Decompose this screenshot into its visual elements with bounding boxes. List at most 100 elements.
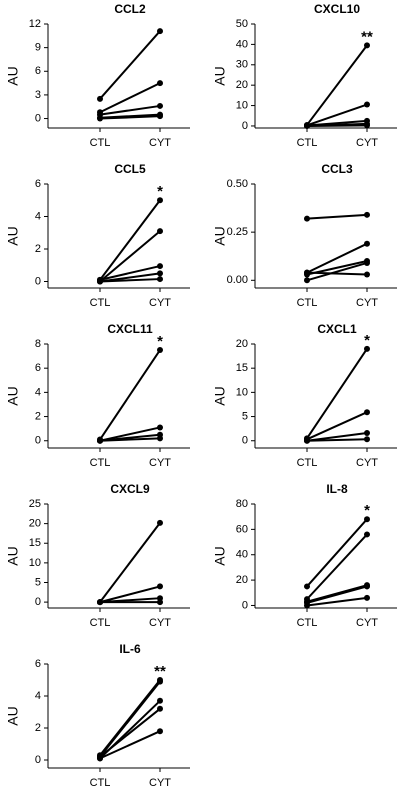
significance-annotation: *: [364, 502, 370, 519]
data-point: [304, 122, 310, 129]
data-point: [157, 678, 163, 685]
paired-line: [306, 411, 368, 441]
x-tick-label: CYT: [356, 297, 378, 309]
paired-line: [99, 104, 161, 116]
panel-title: IL-8: [326, 482, 348, 496]
x-tick-label: CYT: [149, 777, 171, 789]
y-tick-label: 20: [236, 79, 248, 91]
paired-line: [306, 584, 368, 603]
x-tick-label: CYT: [356, 457, 378, 469]
y-tick-label: 5: [35, 576, 41, 588]
y-tick-label: 2: [35, 410, 41, 422]
data-point: [304, 269, 310, 276]
y-tick-label: 80: [236, 498, 248, 510]
data-point: [157, 197, 163, 204]
data-point: [364, 516, 370, 523]
x-tick-label: CTL: [90, 617, 111, 629]
y-tick-label: 2: [35, 243, 41, 255]
data-point: [364, 42, 370, 49]
x-tick-label: CTL: [90, 777, 111, 789]
data-point: [97, 278, 103, 285]
panel-title: CCL3: [321, 162, 353, 176]
data-point: [364, 531, 370, 538]
data-point: [97, 599, 103, 606]
y-tick-label: 30: [236, 59, 248, 71]
x-tick-label: CYT: [149, 617, 171, 629]
data-point: [157, 435, 163, 442]
y-tick-label: 6: [35, 65, 41, 77]
y-tick-label: 0.25: [227, 226, 248, 238]
y-tick-label: 10: [236, 386, 248, 398]
x-tick-label: CYT: [149, 457, 171, 469]
data-point: [364, 240, 370, 247]
paired-line: [306, 271, 368, 276]
x-tick-label: CTL: [297, 457, 318, 469]
y-tick-label: 0: [35, 754, 41, 766]
data-point: [157, 347, 163, 354]
paired-line: [99, 349, 161, 441]
significance-annotation: *: [157, 333, 163, 350]
data-point: [97, 437, 103, 444]
paired-line: [99, 680, 161, 758]
y-tick-label: 15: [29, 537, 41, 549]
y-tick-label: 3: [35, 89, 41, 101]
y-axis-label: AU: [212, 386, 228, 405]
y-tick-label: 40: [236, 38, 248, 50]
panel-title: CCL2: [114, 2, 146, 16]
data-point: [364, 122, 370, 129]
paired-line: [99, 585, 161, 604]
y-tick-label: 0: [242, 435, 248, 447]
y-tick-label: 0: [242, 599, 248, 611]
y-tick-label: 6: [35, 658, 41, 670]
data-point: [157, 583, 163, 590]
paired-line: [306, 242, 368, 274]
y-tick-label: 6: [35, 362, 41, 374]
y-tick-label: 0: [35, 275, 41, 287]
data-point: [157, 228, 163, 235]
paired-line: [99, 278, 161, 283]
data-point: [97, 755, 103, 762]
y-axis-label: AU: [5, 546, 21, 565]
x-tick-label: CTL: [297, 297, 318, 309]
data-point: [364, 436, 370, 443]
y-tick-label: 4: [35, 690, 41, 702]
data-point: [304, 277, 310, 284]
paired-line: [306, 262, 368, 282]
x-tick-label: CTL: [90, 457, 111, 469]
x-tick-label: CTL: [297, 617, 318, 629]
data-point: [157, 102, 163, 109]
y-tick-label: 12: [29, 18, 41, 30]
panel-title: CXCL10: [314, 2, 360, 16]
paired-line: [99, 437, 161, 442]
y-tick-label: 0.00: [227, 274, 248, 286]
data-point: [364, 409, 370, 416]
data-point: [157, 80, 163, 87]
data-point: [364, 583, 370, 590]
y-axis-label: AU: [5, 226, 21, 245]
y-axis-label: AU: [5, 66, 21, 85]
paired-line: [306, 44, 368, 126]
paired-line: [99, 30, 161, 100]
y-tick-label: 25: [29, 498, 41, 510]
y-axis-label: AU: [5, 706, 21, 725]
y-tick-label: 20: [236, 574, 248, 586]
panel-title: CXCL1: [317, 322, 357, 336]
panel-title: CXCL9: [110, 482, 150, 496]
data-point: [304, 602, 310, 609]
data-point: [157, 705, 163, 712]
paired-line: [306, 533, 368, 600]
y-axis-label: AU: [5, 386, 21, 405]
significance-annotation: *: [364, 332, 370, 349]
paired-line: [306, 518, 368, 588]
y-tick-label: 0: [35, 112, 41, 124]
y-axis-label: AU: [212, 226, 228, 245]
y-tick-label: 4: [35, 386, 41, 398]
y-tick-label: 60: [236, 523, 248, 535]
paired-line: [99, 265, 161, 281]
paired-line: [99, 730, 161, 760]
y-tick-label: 9: [35, 42, 41, 54]
y-tick-label: 0: [242, 120, 248, 132]
y-tick-label: 10: [236, 99, 248, 111]
paired-line: [306, 348, 368, 439]
